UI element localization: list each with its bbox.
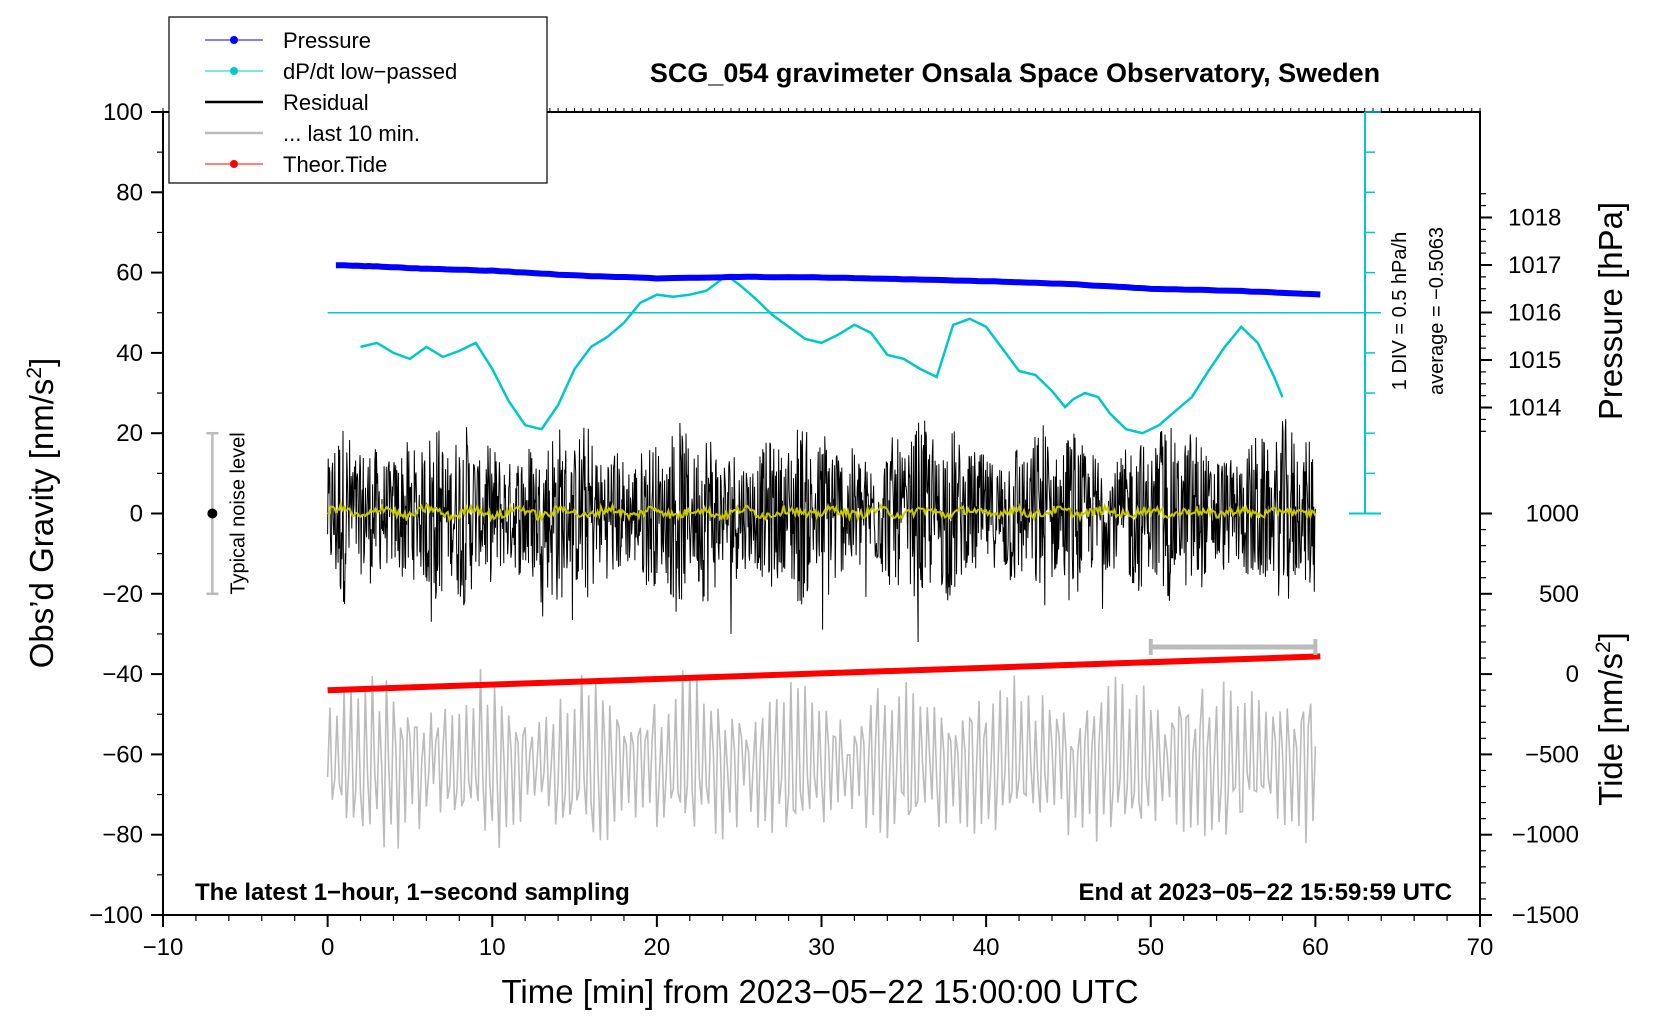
pressure-axis-ticks: 1018 1017 1016 1015 1014 [1480, 193, 1561, 432]
tide-tick-label: −500 [1525, 741, 1579, 768]
sampling-note: The latest 1−hour, 1−second sampling [195, 879, 630, 906]
pressure-series [335, 262, 1321, 298]
legend: Pressure dP/dt low−passed Residual ... last… [168, 16, 548, 184]
pressure-axis-title: Pressure [hPa] [1592, 202, 1629, 420]
tide-tick-label: −1500 [1512, 902, 1579, 929]
residual-smoothed-series [327, 499, 1317, 524]
x-axis-ticks: −10 0 10 20 30 40 50 60 70 [143, 915, 1494, 961]
x-minor-ticks [162, 108, 1481, 921]
y-tick-label: −60 [102, 741, 143, 768]
tide-axis-title: Tide [nm/s2] [1592, 632, 1629, 806]
typical-noise-bar [206, 431, 219, 596]
pressure-tick-label: 1018 [1508, 204, 1561, 231]
legend-dot [230, 67, 238, 75]
x-axis-title: Time [min] from 2023−05−22 15:00:00 UTC [501, 973, 1138, 1010]
x-tick-label: 30 [808, 934, 835, 961]
x-tick-label: 20 [644, 934, 671, 961]
y-tick-label: 100 [103, 99, 143, 126]
div-label: 1 DIV = 0.5 hPa/h [1389, 232, 1411, 390]
legend-label: ... last 10 min. [283, 121, 420, 146]
y-tick-label: 0 [130, 501, 143, 528]
legend-dot [230, 36, 238, 44]
tide-tick-label: 500 [1539, 581, 1579, 608]
legend-dot [230, 160, 238, 168]
noise-level-label: Typical noise level [227, 432, 249, 594]
average-label: average = −0.5063 [1426, 227, 1448, 395]
tide-axis-title-sup: 2 [1592, 641, 1615, 653]
legend-label: Residual [283, 90, 369, 115]
residual-series [327, 419, 1316, 643]
y-tick-label: 20 [116, 420, 143, 447]
x-tick-label: −10 [143, 934, 184, 961]
y-tick-label: −20 [102, 581, 143, 608]
tide-series [327, 653, 1321, 694]
last-10-min-series [326, 669, 1317, 849]
tide-tick-label: 0 [1566, 661, 1579, 688]
y-axis-ticks: 100 80 60 40 20 0 −20 −40 −60 −80 −100 [89, 99, 163, 929]
tide-axis-title-end: ] [1592, 632, 1629, 641]
legend-label: Pressure [283, 28, 371, 53]
legend-label: Theor.Tide [283, 152, 387, 177]
tide-axis-title-main: Tide [nm/s [1592, 653, 1629, 806]
y-tick-label: −40 [102, 661, 143, 688]
x-tick-label: 50 [1137, 934, 1164, 961]
chart-title: SCG_054 gravimeter Onsala Space Observat… [650, 58, 1380, 88]
noise-bar-center-dot [207, 508, 218, 519]
pressure-tick-label: 1015 [1508, 347, 1561, 374]
y-axis-title-sup: 2 [23, 367, 46, 379]
x-tick-label: 60 [1302, 934, 1329, 961]
y-axis-title-end: ] [23, 358, 60, 367]
legend-label: dP/dt low−passed [283, 59, 457, 84]
y-axis-title: Obs’d Gravity [nm/s2] [23, 358, 60, 669]
end-time-note: End at 2023−05−22 15:59:59 UTC [1078, 879, 1452, 906]
ten-minute-span-bar [1148, 639, 1318, 655]
x-tick-label: 70 [1467, 934, 1494, 961]
dpdt-series [360, 277, 1284, 435]
x-tick-label: 40 [973, 934, 1000, 961]
y-axis-title-main: Obs’d Gravity [nm/s [23, 379, 60, 669]
x-tick-label: 10 [479, 934, 506, 961]
pressure-tick-label: 1017 [1508, 252, 1561, 279]
tide-axis-ticks: 1000 500 0 −500 −1000 −1500 [1480, 501, 1579, 929]
y-tick-label: −80 [102, 822, 143, 849]
y-tick-label: −100 [89, 902, 143, 929]
y-tick-label: 80 [116, 179, 143, 206]
x-tick-label: 0 [321, 934, 334, 961]
y-tick-label: 40 [116, 340, 143, 367]
tide-tick-label: 1000 [1526, 501, 1579, 528]
y-tick-label: 60 [116, 260, 143, 287]
tide-tick-label: −1000 [1512, 822, 1579, 849]
pressure-tick-label: 1014 [1508, 395, 1561, 422]
legend-box [168, 16, 548, 184]
pressure-tick-label: 1016 [1508, 300, 1561, 327]
